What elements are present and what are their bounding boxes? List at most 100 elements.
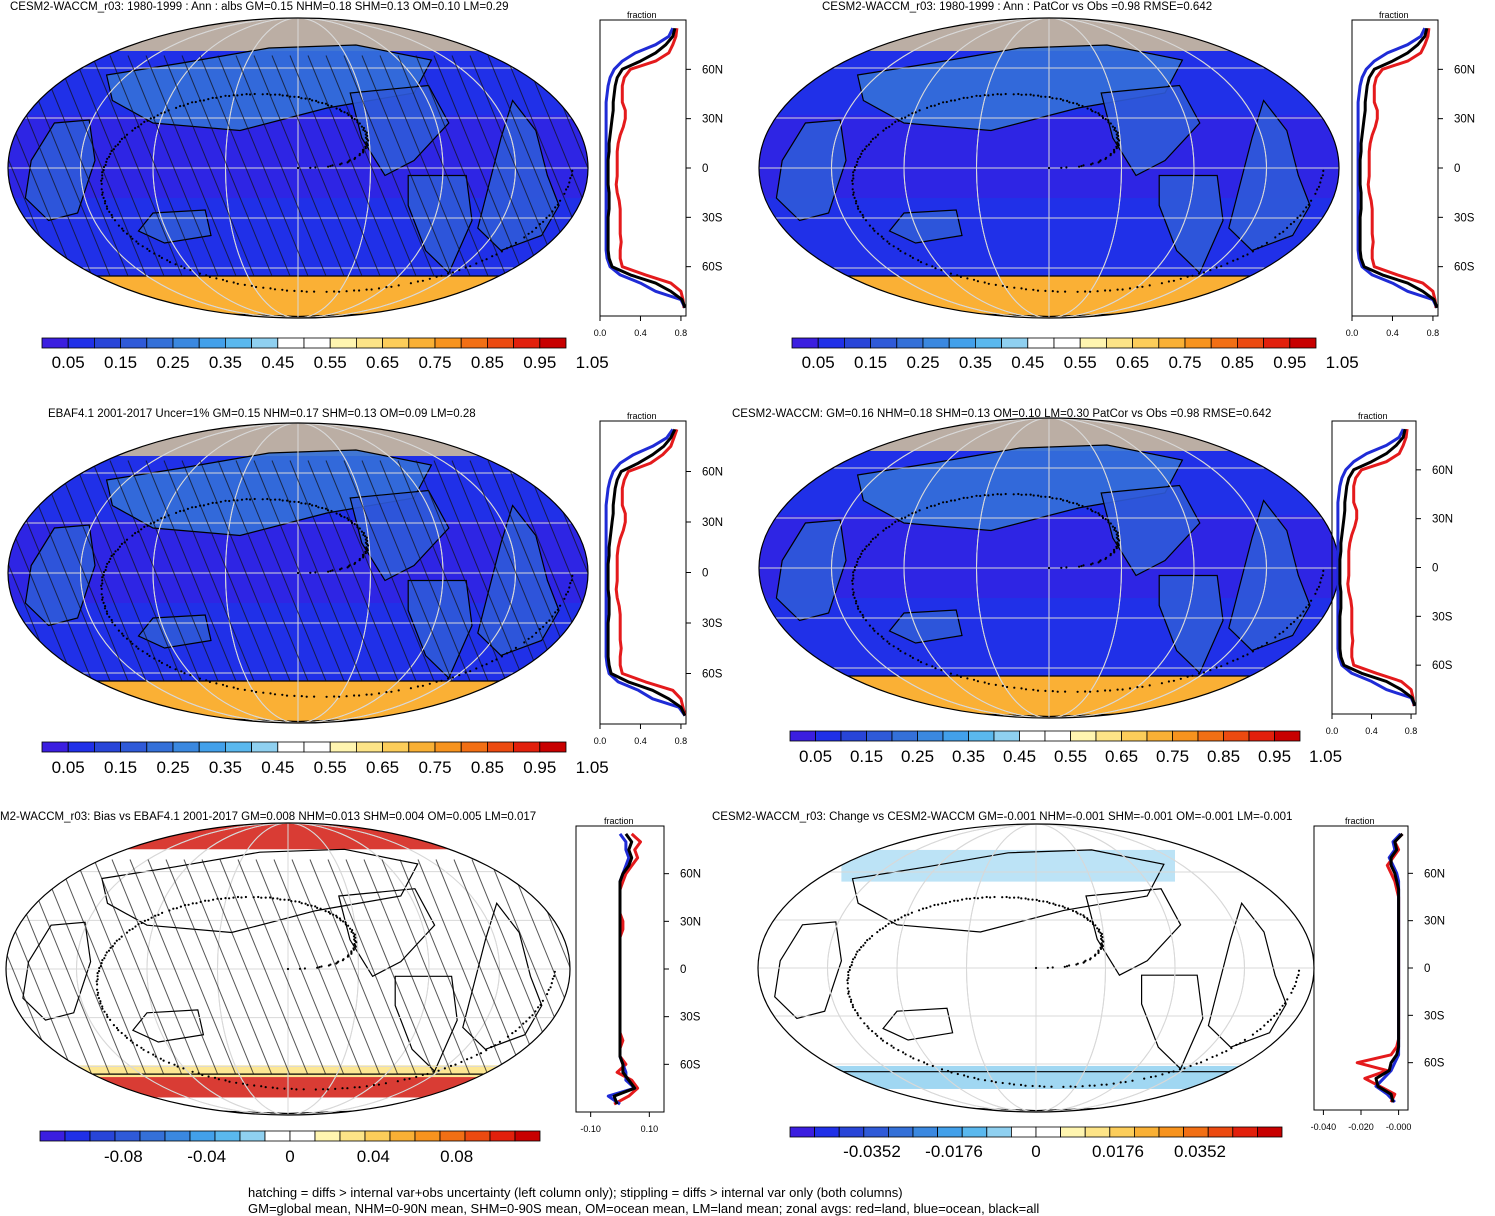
model-zonal-ocean-line [604,27,687,309]
ref-model-lat-tick: 0 [1432,563,1438,575]
model-pattern-map [758,17,1340,319]
model-pattern-colorbar-label: 0.35 [959,353,992,372]
obs-x-tick: 0.4 [634,736,647,746]
model-pattern-colorbar-label: 0.85 [1221,353,1254,372]
model-pattern-title: CESM2-WACCM_r03: 1980-1999 : Ann : PatCo… [822,1,1212,13]
model-pattern-colorbar: 0.05 0.15 0.25 0.35 0.45 0.55 0.65 0.75 0.85 0.95… [791,337,1359,372]
model-pattern-colorbar-label: 0.05 [802,353,835,372]
ref-model-colorbar-label: 0.15 [850,747,883,766]
model-pattern-map-outline [758,17,1340,319]
bias-zonal-all-line [612,833,637,1105]
bias-lat-tick: 0 [680,964,686,976]
obs-colorbar-label: 1.05 [576,758,609,777]
ref-model-colorbar-label: 0.25 [901,747,934,766]
change-x-tick: -0.000 [1386,1122,1412,1132]
ref-model-lat-tick: 30N [1432,514,1453,526]
model-pattern-colorbar-label: 0.65 [1116,353,1149,372]
model-colorbar-label: 0.75 [418,353,451,372]
obs-lat-tick: 60S [702,669,723,681]
ref-model-zonal-all-line [1338,428,1417,707]
change-title: CESM2-WACCM_r03: Change vs CESM2-WACCM G… [712,811,1292,823]
ref-model-colorbar-label: 0.05 [799,747,832,766]
obs-colorbar-label: 0.35 [209,758,242,777]
model-colorbar-label: 0.85 [471,353,504,372]
change-colorbar-label: 0 [1031,1142,1040,1161]
bias-colorbar-label: 0 [285,1147,294,1166]
obs-colorbar-label: 0.25 [156,758,189,777]
model-x-tick: 0.4 [634,328,647,338]
change-colorbar-label: 0.0176 [1092,1142,1144,1161]
bias-colorbar: -0.08 -0.04 0 0.04 0.08 [39,1130,541,1166]
bias-x-tick: 0.10 [641,1124,659,1134]
obs-x-tick: 0.8 [675,736,688,746]
obs-map [7,422,589,724]
bias-zonal-plot: fraction 60N 30N 0 30S 60S -0.10 0.10 [575,816,701,1134]
model-zonal-title: fraction [627,10,657,20]
change-lat-tick: 0 [1424,963,1430,975]
model-pattern-zonal-all-line [1358,27,1439,309]
model-pattern-zonal-title: fraction [1379,10,1409,20]
ref-model-map [758,417,1340,719]
obs-zonal-ocean-line [604,428,687,717]
change-map [757,823,1315,1113]
change-zonal-ocean-line [1374,832,1402,1104]
ref-model-lat-tick: 30S [1432,611,1453,623]
model-colorbar-label: 0.15 [104,353,137,372]
change-colorbar-label: 0.0352 [1174,1142,1226,1161]
model-pattern-zonal-land-line [1366,28,1438,308]
bias-map-outline [5,822,571,1116]
bias-lat-tick: 30N [680,916,701,928]
ref-model-zonal-ocean-line [1336,428,1417,707]
ref-model-title: CESM2-WACCM: GM=0.16 NHM=0.18 SHM=0.13 O… [732,408,1271,420]
model-pattern-lat-tick: 30N [1454,114,1475,126]
bias-colorbar-label: -0.08 [104,1147,143,1166]
bias-map [5,822,571,1116]
change-zonal-title: fraction [1345,816,1375,826]
obs-map-outline [7,422,589,724]
ref-model-lat-tick: 60S [1432,660,1453,672]
ref-model-x-tick: 0.0 [1326,726,1339,736]
bias-x-tick: -0.10 [580,1124,601,1134]
obs-title: EBAF4.1 2001-2017 Uncer=1% GM=0.15 NHM=0… [48,408,476,420]
model-pattern-lat-tick: 0 [1454,163,1460,175]
change-zonal-all-line [1374,832,1404,1103]
obs-zonal-land-line [614,428,687,716]
change-x-tick: -0.020 [1348,1122,1374,1132]
model-lat-tick: 30S [702,212,723,224]
bias-zonal-title: fraction [604,816,634,826]
model-pattern-lat-tick: 30S [1454,212,1475,224]
obs-colorbar-label: 0.05 [52,758,85,777]
ref-model-colorbar-label: 0.85 [1207,747,1240,766]
ref-model-colorbar-label: 0.45 [1003,747,1036,766]
model-pattern-lat-tick: 60N [1454,64,1475,76]
ref-model-colorbar-label: 0.65 [1105,747,1138,766]
model-lat-tick: 60N [702,64,723,76]
model-colorbar-label: 0.35 [209,353,242,372]
ref-model-colorbar-label: 0.75 [1156,747,1189,766]
ref-model-colorbar: 0.05 0.15 0.25 0.35 0.45 0.55 0.65 0.75 0.85 0.95… [789,730,1342,766]
model-pattern-colorbar-label: 0.55 [1064,353,1097,372]
model-x-tick: 0.8 [675,328,688,338]
model-zonal-plot: fraction 60N 30N 0 30S 60S 0.0 0.4 0.8 [594,10,723,338]
model-pattern-x-tick: 0.0 [1346,328,1359,338]
model-lat-tick: 60S [702,262,723,274]
model-x-tick: 0.0 [594,328,607,338]
model-colorbar-label: 1.05 [576,353,609,372]
obs-colorbar: 0.05 0.15 0.25 0.35 0.45 0.55 0.65 0.75 0.85 0.95… [41,741,609,777]
model-map [7,17,589,319]
model-pattern-colorbar-label: 0.15 [854,353,887,372]
bias-lat-tick: 60S [680,1059,701,1071]
obs-colorbar-label: 0.65 [366,758,399,777]
model-zonal-all-line [606,27,687,309]
model-lat-tick: 0 [702,163,708,175]
model-colorbar-label: 0.95 [523,353,556,372]
ref-model-colorbar-label: 0.55 [1054,747,1087,766]
obs-lat-tick: 0 [702,568,708,580]
model-pattern-colorbar-label: 1.05 [1326,353,1359,372]
model-pattern-colorbar-label: 0.75 [1168,353,1201,372]
model-zonal-land-line [614,28,686,308]
change-zonal-plot: fraction 60N 30N 0 30S 60S -0.040 -0.020 -0.000 [1311,816,1445,1132]
model-title: CESM2-WACCM_r03: 1980-1999 : Ann : albs … [10,1,508,13]
ref-model-colorbar-label: 0.35 [952,747,985,766]
obs-colorbar-label: 0.95 [523,758,556,777]
